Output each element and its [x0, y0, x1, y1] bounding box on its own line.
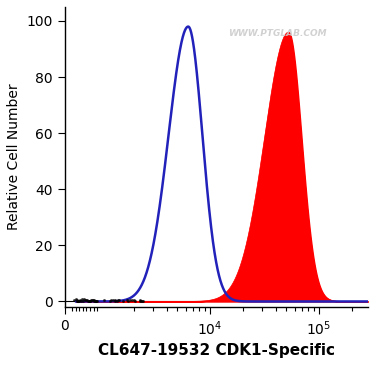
Point: [75, 298, 81, 304]
Point: [116, 297, 122, 303]
Point: [83, 297, 89, 303]
Point: [76, 298, 82, 304]
Point: [86, 298, 92, 304]
Point: [75, 298, 81, 304]
Point: [81, 297, 87, 303]
Point: [71, 297, 77, 303]
Point: [91, 298, 97, 304]
Point: [80, 299, 86, 304]
Point: [108, 297, 114, 303]
Point: [88, 297, 94, 303]
Point: [90, 297, 96, 303]
Point: [82, 297, 88, 303]
Point: [130, 297, 136, 303]
Point: [77, 297, 83, 303]
Point: [128, 297, 134, 303]
Point: [87, 298, 93, 304]
Point: [78, 298, 84, 304]
Point: [125, 297, 131, 303]
Point: [85, 298, 91, 304]
Point: [137, 298, 143, 304]
Point: [94, 298, 100, 304]
Point: [138, 298, 144, 304]
Point: [112, 298, 118, 304]
Point: [120, 298, 126, 304]
Point: [75, 299, 81, 304]
Point: [110, 297, 116, 303]
X-axis label: CL647-19532 CDK1-Specific: CL647-19532 CDK1-Specific: [98, 343, 335, 358]
Point: [73, 296, 79, 302]
Point: [140, 298, 146, 304]
Point: [102, 297, 108, 303]
Point: [139, 298, 145, 304]
Point: [75, 298, 81, 304]
Point: [88, 297, 94, 303]
Point: [114, 298, 120, 304]
Point: [74, 297, 80, 303]
Point: [92, 297, 98, 303]
Point: [112, 297, 118, 303]
Y-axis label: Relative Cell Number: Relative Cell Number: [7, 84, 21, 230]
Point: [129, 297, 135, 303]
Point: [84, 297, 90, 303]
Point: [124, 297, 130, 303]
Point: [115, 297, 121, 303]
Point: [107, 298, 113, 304]
Point: [93, 297, 99, 303]
Point: [80, 296, 86, 302]
Text: WWW.PTGLAB.COM: WWW.PTGLAB.COM: [228, 30, 326, 38]
Point: [132, 298, 138, 304]
Point: [92, 298, 98, 304]
Point: [93, 298, 99, 304]
Point: [137, 297, 143, 303]
Point: [87, 297, 93, 303]
